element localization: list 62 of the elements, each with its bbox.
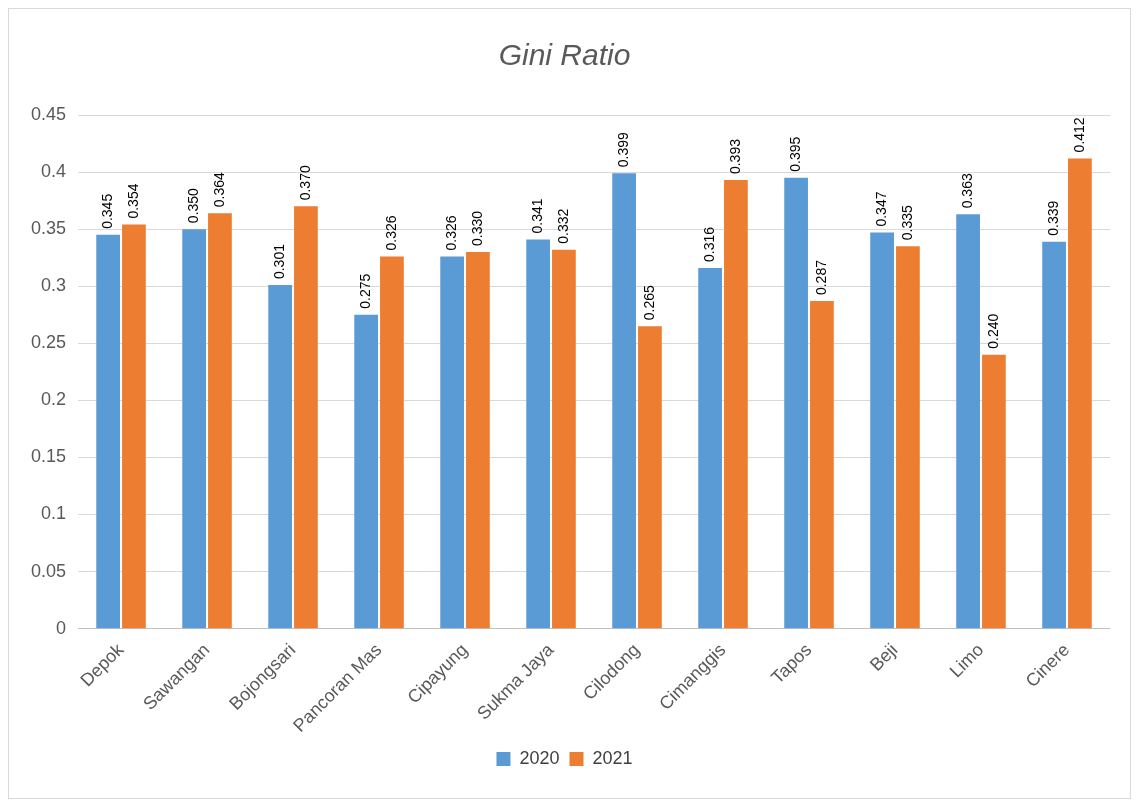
data-label: 0.265 bbox=[640, 284, 657, 321]
bar bbox=[896, 246, 920, 629]
data-label: 0.339 bbox=[1044, 200, 1061, 236]
data-label: 0.412 bbox=[1070, 117, 1087, 153]
y-tick-label: 0.25 bbox=[30, 332, 67, 353]
data-label: 0.330 bbox=[468, 210, 485, 246]
data-label: 0.341 bbox=[528, 198, 545, 234]
data-label: 0.326 bbox=[442, 215, 459, 251]
data-label: 0.347 bbox=[872, 191, 889, 227]
data-label: 0.363 bbox=[958, 173, 975, 209]
bar bbox=[380, 256, 404, 629]
y-tick-label: 0 bbox=[56, 617, 67, 638]
data-label: 0.395 bbox=[786, 136, 803, 172]
bar bbox=[698, 267, 722, 629]
bar bbox=[638, 326, 662, 629]
bar bbox=[268, 285, 292, 629]
data-label: 0.399 bbox=[614, 131, 631, 168]
bar bbox=[810, 301, 834, 629]
data-label: 0.345 bbox=[98, 193, 115, 229]
bar bbox=[294, 206, 318, 629]
y-tick-label: 0.15 bbox=[30, 446, 67, 467]
bar bbox=[784, 177, 808, 629]
bar bbox=[956, 214, 980, 629]
data-label: 0.287 bbox=[812, 259, 829, 296]
y-tick-label: 0.35 bbox=[30, 218, 67, 239]
data-label: 0.335 bbox=[898, 205, 915, 241]
bar bbox=[122, 224, 146, 629]
chart-title: Gini Ratio bbox=[498, 38, 631, 72]
bar bbox=[96, 234, 120, 629]
data-label: 0.275 bbox=[356, 273, 373, 309]
data-label: 0.364 bbox=[210, 171, 227, 208]
bar bbox=[354, 314, 378, 629]
data-label: 0.354 bbox=[124, 183, 141, 219]
bar bbox=[208, 213, 232, 629]
data-label: 0.326 bbox=[382, 215, 399, 251]
y-tick-label: 0.4 bbox=[41, 161, 67, 182]
data-label: 0.370 bbox=[296, 165, 313, 201]
data-label: 0.316 bbox=[700, 226, 717, 262]
bar bbox=[526, 239, 550, 629]
data-label: 0.332 bbox=[554, 208, 571, 244]
bar bbox=[466, 251, 490, 629]
bar bbox=[1068, 158, 1092, 629]
y-tick-label: 0.45 bbox=[30, 103, 67, 124]
bar bbox=[612, 173, 636, 629]
bar bbox=[982, 354, 1006, 629]
y-tick-label: 0.1 bbox=[41, 503, 67, 524]
bar bbox=[182, 229, 206, 629]
x-tick-label: Beji bbox=[865, 639, 902, 675]
bar bbox=[724, 180, 748, 629]
y-tick-label: 0.2 bbox=[41, 389, 67, 410]
data-label: 0.350 bbox=[184, 187, 201, 224]
legend-label: 2020 bbox=[519, 747, 560, 768]
bar bbox=[870, 232, 894, 629]
y-tick-label: 0.3 bbox=[41, 275, 67, 296]
data-label: 0.301 bbox=[270, 243, 287, 280]
bar bbox=[552, 249, 576, 629]
bar bbox=[440, 256, 464, 629]
data-label: 0.240 bbox=[984, 313, 1001, 349]
y-tick-label: 0.05 bbox=[30, 560, 67, 581]
bar bbox=[1042, 241, 1066, 629]
data-label: 0.393 bbox=[726, 138, 743, 175]
legend-label: 2021 bbox=[592, 747, 633, 768]
